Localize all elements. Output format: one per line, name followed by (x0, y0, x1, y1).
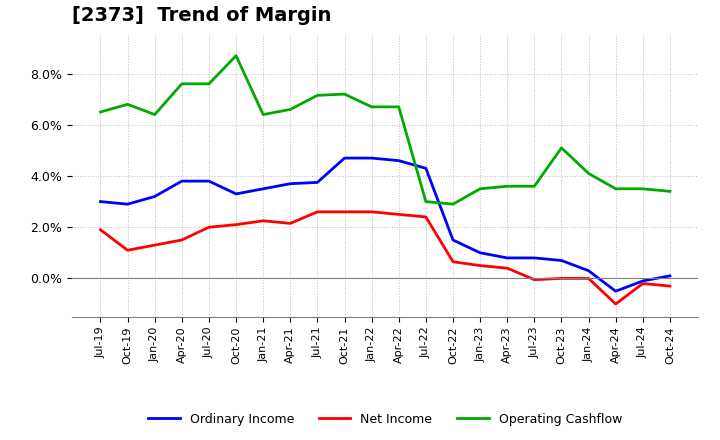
Operating Cashflow (665, 189, 674, 194)
Ordinary Income (476, 250, 485, 256)
Ordinary Income (503, 255, 511, 260)
Net Income (286, 221, 294, 226)
Ordinary Income (421, 166, 430, 171)
Ordinary Income (232, 191, 240, 197)
Operating Cashflow (232, 53, 240, 59)
Net Income (123, 248, 132, 253)
Ordinary Income (639, 279, 647, 284)
Operating Cashflow (611, 186, 620, 191)
Operating Cashflow (639, 186, 647, 191)
Line: Ordinary Income: Ordinary Income (101, 158, 670, 291)
Net Income (665, 283, 674, 289)
Net Income (611, 301, 620, 307)
Ordinary Income (313, 180, 322, 185)
Ordinary Income (611, 289, 620, 294)
Ordinary Income (178, 179, 186, 184)
Net Income (639, 281, 647, 286)
Net Income (150, 242, 159, 248)
Operating Cashflow (150, 112, 159, 117)
Operating Cashflow (259, 112, 268, 117)
Net Income (584, 276, 593, 281)
Legend: Ordinary Income, Net Income, Operating Cashflow: Ordinary Income, Net Income, Operating C… (143, 407, 627, 430)
Operating Cashflow (584, 171, 593, 176)
Operating Cashflow (204, 81, 213, 87)
Operating Cashflow (449, 202, 457, 207)
Line: Net Income: Net Income (101, 212, 670, 304)
Ordinary Income (286, 181, 294, 186)
Net Income (96, 227, 105, 232)
Net Income (313, 209, 322, 214)
Ordinary Income (204, 179, 213, 184)
Ordinary Income (665, 273, 674, 279)
Net Income (259, 218, 268, 224)
Operating Cashflow (530, 183, 539, 189)
Ordinary Income (96, 199, 105, 204)
Operating Cashflow (557, 145, 566, 150)
Ordinary Income (367, 155, 376, 161)
Net Income (204, 224, 213, 230)
Operating Cashflow (286, 107, 294, 112)
Net Income (503, 265, 511, 271)
Ordinary Income (150, 194, 159, 199)
Operating Cashflow (313, 93, 322, 98)
Ordinary Income (123, 202, 132, 207)
Operating Cashflow (395, 104, 403, 110)
Ordinary Income (449, 237, 457, 242)
Ordinary Income (557, 258, 566, 263)
Net Income (530, 277, 539, 282)
Net Income (421, 214, 430, 220)
Operating Cashflow (421, 199, 430, 204)
Ordinary Income (259, 186, 268, 191)
Operating Cashflow (123, 102, 132, 107)
Ordinary Income (530, 255, 539, 260)
Ordinary Income (341, 155, 349, 161)
Net Income (367, 209, 376, 214)
Net Income (557, 276, 566, 281)
Net Income (232, 222, 240, 227)
Operating Cashflow (503, 183, 511, 189)
Operating Cashflow (178, 81, 186, 87)
Net Income (449, 259, 457, 264)
Operating Cashflow (476, 186, 485, 191)
Operating Cashflow (341, 92, 349, 97)
Net Income (476, 263, 485, 268)
Line: Operating Cashflow: Operating Cashflow (101, 56, 670, 204)
Ordinary Income (395, 158, 403, 163)
Operating Cashflow (96, 110, 105, 115)
Net Income (178, 237, 186, 242)
Net Income (341, 209, 349, 214)
Text: [2373]  Trend of Margin: [2373] Trend of Margin (72, 6, 331, 26)
Ordinary Income (584, 268, 593, 273)
Operating Cashflow (367, 104, 376, 110)
Net Income (395, 212, 403, 217)
